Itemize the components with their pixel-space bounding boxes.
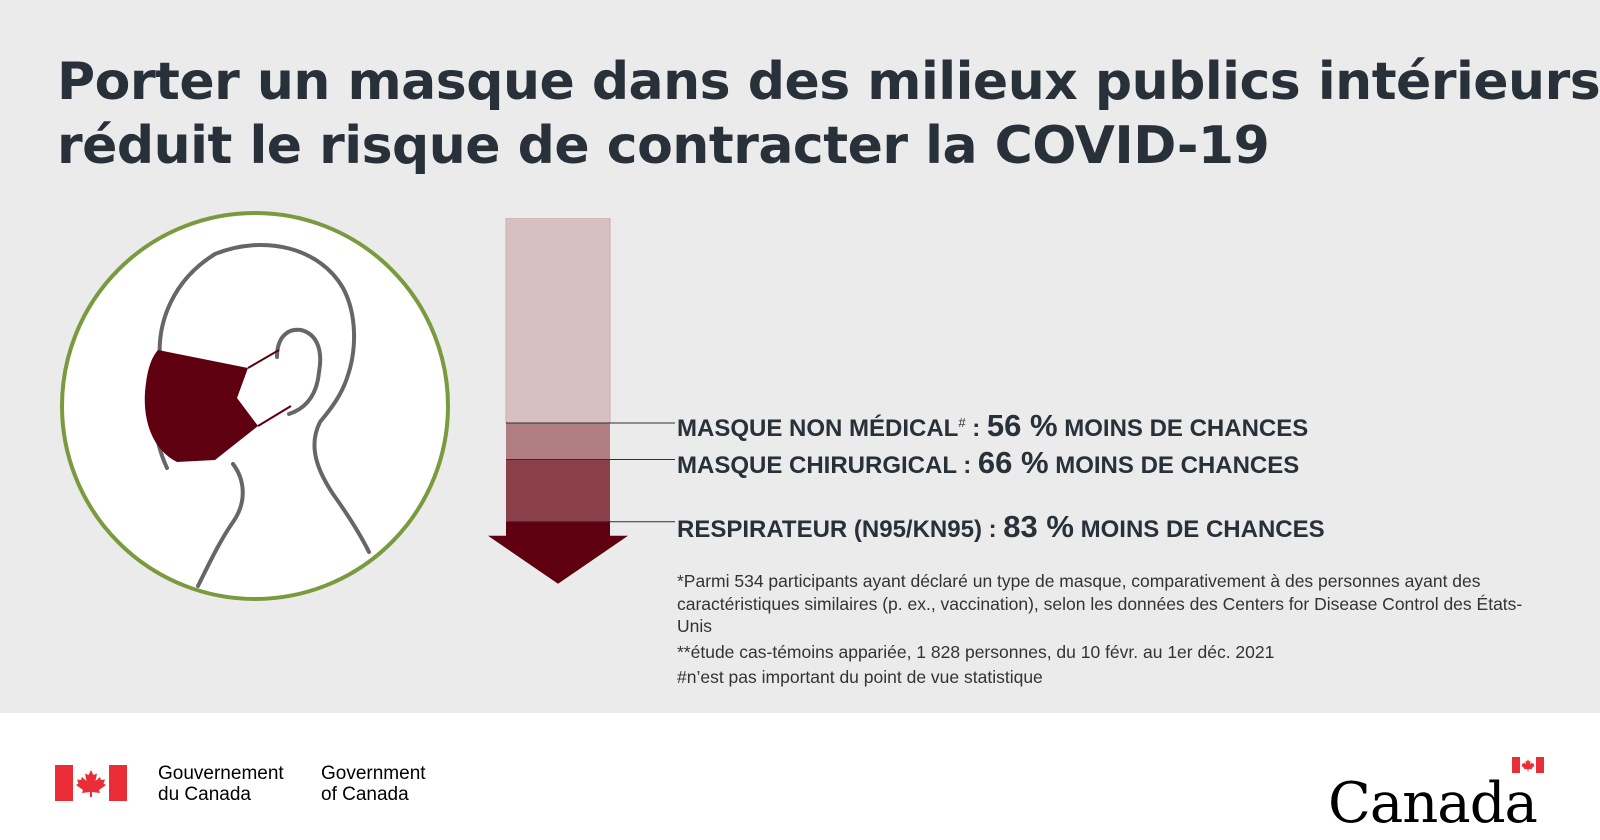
footnote: #n’est pas important du point de vue sta… <box>677 667 1043 687</box>
label-suffix: MOINS DE CHANCES <box>1057 415 1309 442</box>
wordmark-text: Canada <box>1328 771 1538 836</box>
data-label-percent: 56 % <box>986 408 1058 443</box>
bar-segment-2 <box>506 459 610 522</box>
title-line-1: Porter un masque dans des milieux public… <box>57 52 1600 112</box>
reduction-bar-chart <box>488 218 675 584</box>
signature-fr-line-2: du Canada <box>158 784 251 805</box>
label-separator: : <box>965 415 987 442</box>
signature-en-line-2: of Canada <box>321 784 409 805</box>
label-name: RESPIRATEUR (N95/KN95) <box>677 516 982 543</box>
title-line-2: réduit le risque de contracter la COVID-… <box>57 116 1270 176</box>
canada-flag-icon <box>55 765 127 801</box>
label-name: MASQUE NON MÉDICAL <box>677 415 959 442</box>
label-suffix: MOINS DE CHANCES <box>1073 516 1325 543</box>
label-non-medical-mask: MASQUE NON MÉDICAL# : 56 % MOINS DE CHAN… <box>677 408 1308 444</box>
data-label-percent: 66 % <box>977 445 1049 480</box>
data-label-percent: 83 % <box>1003 509 1074 544</box>
footnote: **étude cas-témoins appariée, 1 828 pers… <box>677 641 1275 662</box>
signature-french: Gouvernement du Canada <box>158 763 284 805</box>
face-mask <box>144 349 292 462</box>
label-separator: : <box>981 516 1004 543</box>
canada-flag-icon <box>1512 757 1544 773</box>
label-suffix: MOINS DE CHANCES <box>1048 452 1300 479</box>
illustration-circle <box>60 211 450 601</box>
signature-english: Government of Canada <box>321 763 426 805</box>
footnote: *Parmi 534 participants ayant déclaré un… <box>677 571 1523 636</box>
content-panel: Porter un masque dans des milieux public… <box>0 0 1600 713</box>
canada-wordmark: Canada <box>1328 735 1548 836</box>
footnotes: *Parmi 534 participants ayant déclaré un… <box>677 570 1527 692</box>
footer: Gouvernement du Canada Government of Can… <box>0 713 1600 840</box>
bar-arrowhead <box>488 521 628 584</box>
signature-fr-line-1: Gouvernement <box>158 763 284 784</box>
not-significant-mark: # <box>958 415 966 430</box>
label-name: MASQUE CHIRURGICAL <box>677 452 957 479</box>
label-respirator: RESPIRATEUR (N95/KN95) : 83 % MOINS DE C… <box>677 509 1325 545</box>
label-surgical-mask: MASQUE CHIRURGICAL : 66 % MOINS DE CHANC… <box>677 445 1299 481</box>
face-with-mask-icon <box>60 211 450 601</box>
page-title: Porter un masque dans des milieux public… <box>57 50 1600 178</box>
label-separator: : <box>956 452 978 479</box>
bar-background <box>505 218 611 424</box>
bar-segment-1 <box>506 422 610 460</box>
signature-en-line-1: Government <box>321 763 426 784</box>
